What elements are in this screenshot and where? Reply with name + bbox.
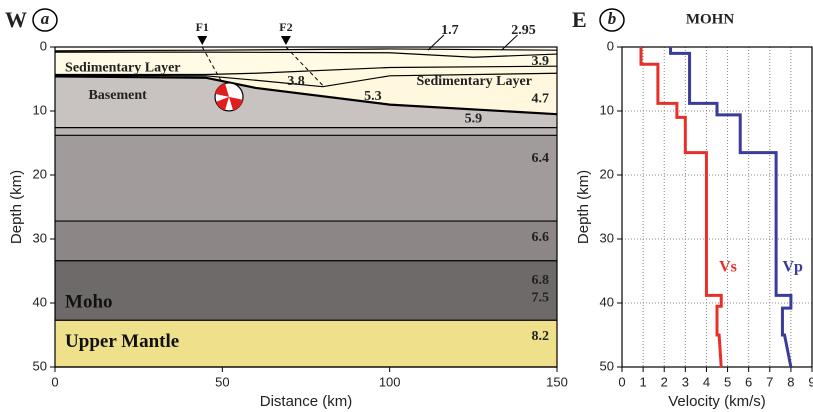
x-tick-label: 8 [787,374,794,389]
x-tick-label: 2 [661,374,668,389]
region-label: Upper Mantle [65,331,179,352]
y-tick-label: 50 [600,358,614,373]
velocity-label: 5.3 [364,89,382,104]
velocity-line [641,47,721,367]
fault-name: F1 [196,20,209,34]
region-label: Sedimentary Layer [65,60,180,75]
series-label: Vp [782,258,803,275]
velocity-line [671,47,791,367]
x-tick-label: 150 [546,374,568,389]
velocity-label: 6.8 [532,273,550,288]
x-tick-label: 7 [766,374,773,389]
page: {"chart_data":[ {"type":"section","side"… [0,0,813,412]
velocity-label: 5.9 [465,112,483,127]
y-tick-label: 0 [40,38,47,53]
y-tick-label: 10 [600,102,614,117]
side-label: W [5,7,27,32]
panel-letter: a [41,9,50,28]
y-axis-label: Depth (km) [575,170,592,244]
x-tick-label: 1 [639,374,646,389]
y-tick-label: 40 [600,294,614,309]
panel-letter: b [608,9,617,28]
y-tick-label: 40 [33,294,47,309]
velocity-label: 3.9 [532,54,550,69]
velocity-label: 8.2 [532,329,550,344]
region-label: Basement [88,88,147,103]
x-axis-label: Distance (km) [260,393,353,410]
y-tick-label: 0 [607,38,614,53]
side-label: E [572,7,587,32]
chart-title: MOHN [686,11,734,27]
x-tick-label: 5 [724,374,731,389]
x-tick-label: 100 [379,374,401,389]
x-tick-label: 0 [51,374,58,389]
x-tick-label: 50 [215,374,229,389]
velocity-label: 1.7 [441,23,459,38]
fault-marker [281,36,291,45]
y-tick-label: 20 [33,166,47,181]
velocity-label: 7.5 [532,291,550,306]
y-tick-label: 30 [33,230,47,245]
velocity-label: 4.7 [532,92,550,107]
y-tick-label: 50 [33,358,47,373]
y-tick-label: 10 [33,102,47,117]
x-tick-label: 0 [618,374,625,389]
figure: 1.7 2.95 3.9 3.8 5.3 4.7 5.9 6.4 6.6 6.8 7.5 8.2 Sed… [0,0,813,412]
velocity-label: 6.6 [532,230,550,245]
fault-marker [197,36,207,45]
x-tick-label: 3 [682,374,689,389]
y-axis-label: Depth (km) [8,170,25,244]
fault-name: F2 [279,20,292,34]
x-tick-label: 9 [808,374,813,389]
series-label: Vs [719,258,737,275]
velocity-label: 3.8 [287,74,305,89]
y-tick-label: 30 [600,230,614,245]
region-label: Sedimentary Layer [416,74,531,89]
x-axis-label: Velocity (km/s) [668,393,766,410]
region-label: Moho [65,291,113,312]
velocity-label: 6.4 [532,151,550,166]
y-tick-label: 20 [600,166,614,181]
x-tick-label: 6 [745,374,752,389]
velocity-label: 2.95 [511,23,536,38]
x-tick-label: 4 [703,374,710,389]
